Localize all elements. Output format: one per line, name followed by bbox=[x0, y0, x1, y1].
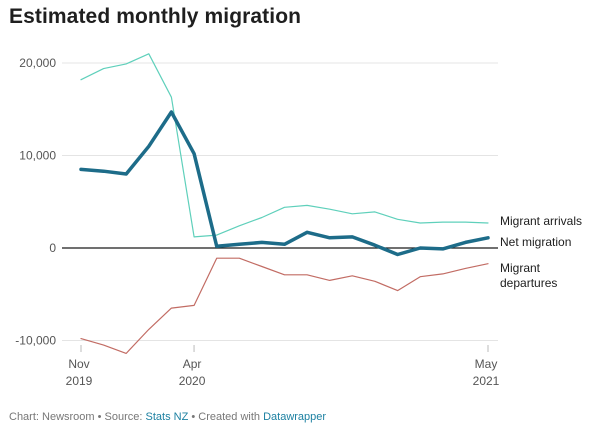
chart-footer: Chart: Newsroom • Source: Stats NZ • Cre… bbox=[9, 411, 326, 423]
label-migrant-departures-line1: Migrant bbox=[500, 261, 541, 275]
y-tick-label: 20,000 bbox=[19, 56, 56, 70]
footer-created-with: • Created with bbox=[188, 411, 264, 423]
series-labels: Migrant arrivals Net migration Migrant d… bbox=[500, 214, 582, 290]
label-net-migration: Net migration bbox=[500, 235, 571, 249]
series-line-migrant-arrivals bbox=[80, 53, 489, 238]
grid-lines bbox=[62, 62, 498, 341]
footer-credit: Chart: Newsroom • Source: bbox=[9, 411, 146, 423]
x-tick-year: 2021 bbox=[473, 374, 500, 388]
series-line-net-migration bbox=[79, 110, 490, 257]
source-link[interactable]: Stats NZ bbox=[145, 411, 189, 423]
y-axis-ticks: 20,000 10,000 0 -10,000 bbox=[15, 56, 56, 348]
x-tick-label: Nov bbox=[68, 357, 89, 371]
x-tick-label: Apr bbox=[183, 357, 202, 371]
y-tick-label: 10,000 bbox=[19, 149, 56, 163]
x-tick-label: May bbox=[475, 357, 498, 371]
x-tick-year: 2019 bbox=[66, 374, 93, 388]
x-axis-ticks: Nov 2019 Apr 2020 May 2021 bbox=[66, 345, 500, 388]
x-tick-year: 2020 bbox=[179, 374, 206, 388]
chart-title: Estimated monthly migration bbox=[9, 5, 302, 28]
y-tick-label: 0 bbox=[49, 241, 56, 255]
datawrapper-link[interactable]: Datawrapper bbox=[263, 411, 327, 423]
series-line-migrant-departures bbox=[80, 257, 489, 354]
label-migrant-departures-line2: departures bbox=[500, 276, 557, 290]
series-lines bbox=[79, 53, 490, 354]
y-tick-label: -10,000 bbox=[15, 334, 56, 348]
label-migrant-arrivals: Migrant arrivals bbox=[500, 214, 582, 228]
